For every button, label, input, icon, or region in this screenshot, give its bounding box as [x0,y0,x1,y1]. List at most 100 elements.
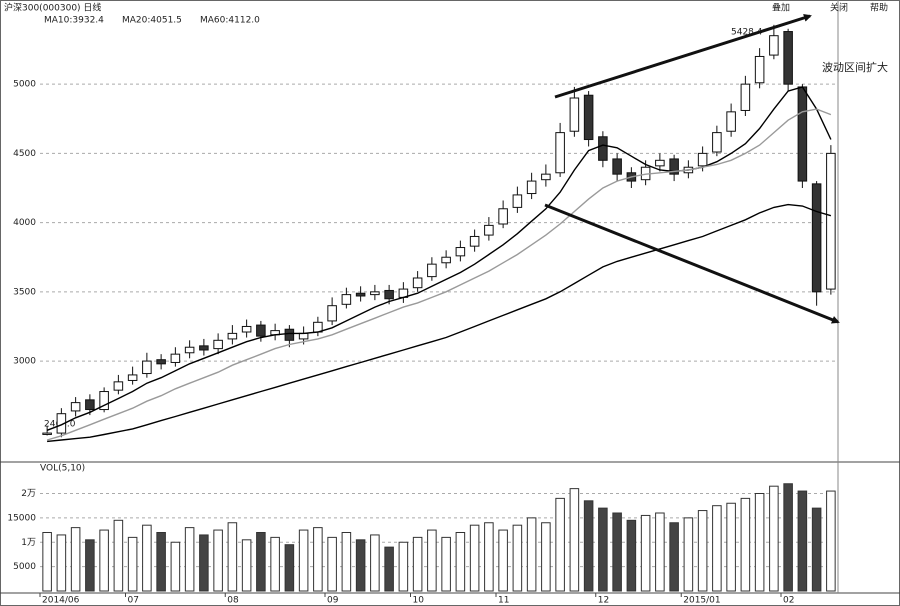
ma-line [47,203,832,443]
volume-bar [811,507,822,592]
volume-bar [640,514,651,592]
candle-body [156,359,166,365]
candle-body [769,35,779,56]
candle-body [256,324,266,337]
x-tick-label: 11 [498,596,509,606]
x-tick-label: 12 [598,596,609,606]
volume-bar [683,517,694,592]
trend-arrow [554,14,812,99]
volume-bar [99,529,109,592]
volume-bar [313,527,323,592]
candle-body [341,294,352,305]
volume-bar [455,532,466,592]
volume-bar [199,534,209,592]
volume-bar [355,539,366,592]
candle-body [526,180,537,195]
note-annotation: 波动区间扩大 [822,60,888,74]
candle-body [484,224,494,236]
candle-body [712,132,722,153]
x-tick-label: 02 [783,596,794,606]
volume-bar [655,512,665,592]
candle-body [42,432,52,435]
candle-body [85,399,95,411]
toolbar-button[interactable]: 帮助 [870,2,888,14]
candle-body [127,374,138,381]
volume-tick-label: 15000 [7,513,36,523]
volume-bar [498,529,508,592]
candle-body [170,353,181,363]
candle-body [754,55,765,84]
volume-tick-label: 2万 [21,489,36,499]
volume-bar [441,536,451,592]
volume-bar [783,483,793,592]
volume-tick-label: 5000 [13,562,36,572]
volume-bar [797,490,808,592]
candle-body [327,305,337,322]
volume-bar [341,532,352,592]
volume-bar [712,505,722,592]
x-tick-label: 08 [227,596,239,606]
chart-title: 沪深300(000300) 日线 [4,2,101,14]
volume-bar [127,536,138,592]
volume-bar [270,536,280,592]
volume-bar [740,497,751,592]
high-annotation: 5428.4 [731,28,763,38]
volume-bar [256,532,266,592]
candle-body [199,345,209,351]
ma-line [46,108,832,441]
candle-body [583,94,594,141]
x-tick-label: 10 [413,596,425,606]
toolbar-button[interactable]: 关闭 [830,2,848,14]
volume-bar [484,522,494,592]
candle-body [384,289,394,300]
volume-bar [583,500,594,592]
candle-body [783,31,793,85]
candle-body [797,86,808,182]
volume-bar [398,541,409,592]
candle-body [370,291,380,296]
candle-body [826,152,836,290]
volume-bar [370,534,380,592]
volume-bar [612,512,622,592]
legend-entry: MA60:4112.0 [200,16,260,26]
candle-body [427,263,437,278]
volume-bar [541,522,551,592]
volume-bar [70,527,81,592]
candle-body [498,208,508,225]
volume-bar [754,493,765,592]
volume-bar [142,524,152,592]
volume-bar [569,488,580,592]
volume-bar [412,536,423,592]
candle-body [669,158,679,175]
candle-body [441,256,451,264]
x-tick-label: 07 [128,596,139,606]
candle-body [740,83,751,111]
volume-bar [113,519,124,592]
candle-body [598,136,608,161]
candle-body [99,391,109,411]
x-tick-label: 2014/06 [42,596,80,606]
volume-bar [769,485,779,592]
candle-body [697,152,708,167]
y-tick-label: 3500 [13,287,36,297]
candle-body [241,325,252,333]
volume-bar [697,510,708,592]
volume-bar [626,519,637,592]
volume-bar [469,524,480,592]
volume-bar [669,522,679,592]
volume-bar [241,539,252,592]
volume-bar [826,490,836,592]
volume-tick-label: 1万 [21,538,36,548]
candle-body [655,159,665,167]
x-tick-label: 09 [327,596,339,606]
toolbar-button[interactable]: 叠加 [772,3,790,14]
y-tick-label: 5000 [13,80,36,90]
volume-bar [284,544,295,592]
candle-body [298,332,309,340]
candle-body [184,346,195,354]
candle-body [355,292,366,297]
candle-body [569,97,580,132]
candle-body [142,360,152,375]
candle-body [555,132,565,174]
